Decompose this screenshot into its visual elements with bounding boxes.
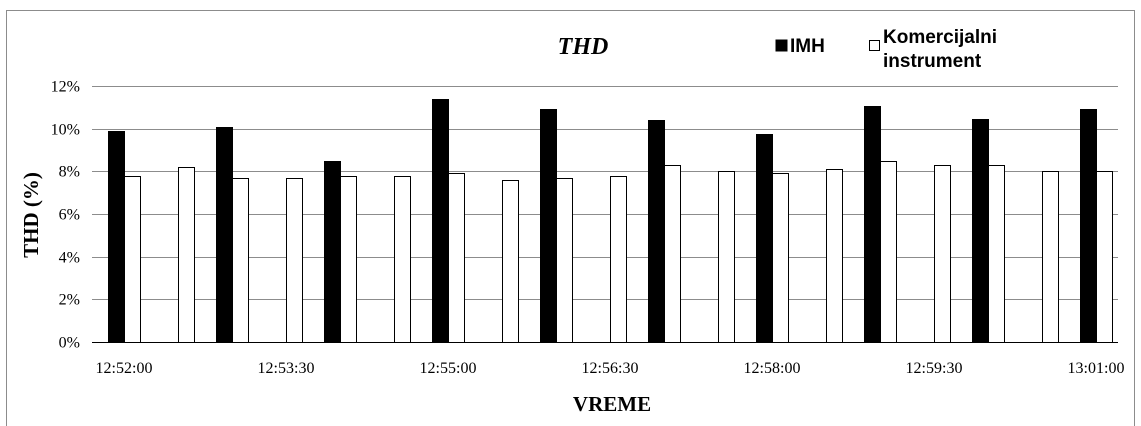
- bar-komercijalni-instrument: [664, 165, 681, 343]
- legend-label-instrument: instrument: [883, 51, 982, 72]
- x-tick-label: 12:59:30: [906, 360, 963, 377]
- bar-komercijalni-instrument: [772, 173, 789, 343]
- bar-komercijalni-instrument: [1042, 171, 1059, 343]
- bar-komercijalni-instrument: [178, 167, 195, 343]
- bar-imh: [648, 120, 665, 343]
- bar-komercijalni-instrument: [988, 165, 1005, 343]
- bar-komercijalni-instrument: [124, 176, 141, 343]
- x-tick-label: 12:52:00: [96, 360, 153, 377]
- y-tick-label: 8%: [59, 164, 80, 181]
- y-tick-labels: 0% 2% 4% 6% 8% 10% 12%: [51, 79, 80, 352]
- bar-imh: [216, 127, 233, 343]
- y-tick-label: 2%: [59, 292, 80, 309]
- x-tick-label: 12:58:00: [744, 360, 801, 377]
- y-tick-label: 0%: [59, 335, 80, 352]
- bar-imh: [972, 119, 989, 343]
- bar-imh: [324, 161, 341, 343]
- legend-label-imh: IMH: [790, 36, 825, 57]
- gridlines: [92, 86, 1118, 300]
- bar-komercijalni-instrument: [1096, 171, 1113, 343]
- legend-swatch-komercijalni: [869, 40, 880, 51]
- legend-label-komercijalni: Komercijalni: [883, 27, 997, 48]
- x-tick-label: 12:56:30: [582, 360, 639, 377]
- bar-komercijalni-instrument: [718, 171, 735, 343]
- bar-imh: [108, 131, 125, 343]
- bar-komercijalni-instrument: [556, 178, 573, 343]
- y-tick-label: 10%: [51, 122, 80, 139]
- x-tick-labels: 12:52:00 12:53:30 12:55:00 12:56:30 12:58:00…: [96, 360, 1125, 377]
- bar-komercijalni-instrument: [934, 165, 951, 343]
- x-tick-label: 13:01:00: [1068, 360, 1125, 377]
- bar-imh: [756, 134, 773, 343]
- legend-swatch-imh: [775, 39, 788, 52]
- bar-komercijalni-instrument: [826, 169, 843, 343]
- bars: [108, 99, 1113, 343]
- x-tick-label: 12:55:00: [420, 360, 477, 377]
- y-tick-label: 12%: [51, 79, 80, 96]
- bar-komercijalni-instrument: [610, 176, 627, 343]
- bar-imh: [864, 106, 881, 343]
- x-axis-title: VREME: [573, 392, 651, 416]
- bar-komercijalni-instrument: [286, 178, 303, 343]
- bar-imh: [1080, 109, 1097, 343]
- bar-komercijalni-instrument: [502, 180, 519, 343]
- y-axis-title: THD (%): [19, 172, 43, 258]
- bar-komercijalni-instrument: [880, 161, 897, 343]
- y-tick-label: 6%: [59, 207, 80, 224]
- x-tick-label: 12:53:30: [258, 360, 315, 377]
- chart-title: THD: [558, 34, 609, 60]
- y-tick-label: 4%: [59, 250, 80, 267]
- bar-imh: [540, 109, 557, 343]
- bar-komercijalni-instrument: [448, 173, 465, 343]
- bar-komercijalni-instrument: [232, 178, 249, 343]
- bar-komercijalni-instrument: [340, 176, 357, 343]
- legend: IMH Komercijalni instrument: [775, 27, 997, 72]
- bar-komercijalni-instrument: [394, 176, 411, 343]
- bar-imh: [432, 99, 449, 343]
